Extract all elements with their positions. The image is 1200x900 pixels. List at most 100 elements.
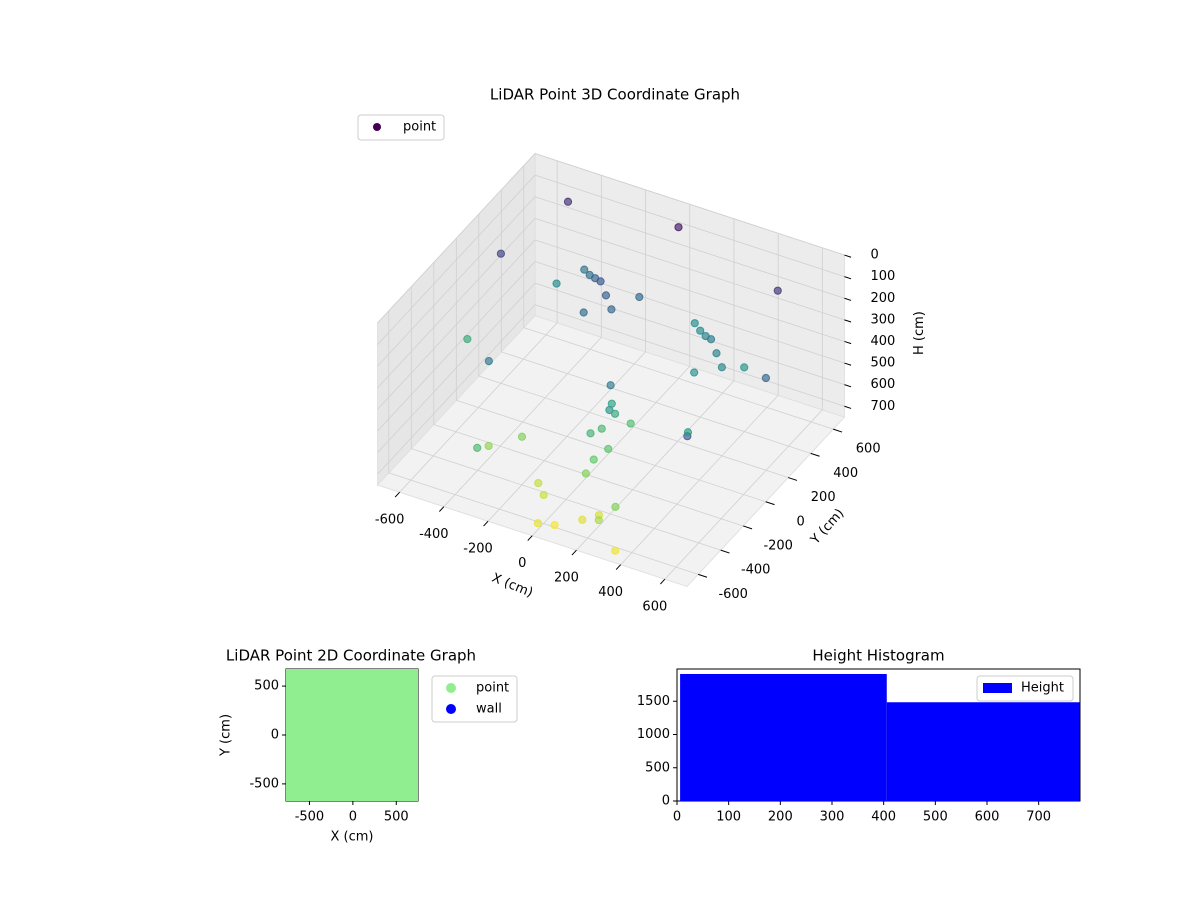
- point: [597, 424, 606, 433]
- y-tick-label: 1500: [637, 694, 670, 709]
- grid-line: [534, 261, 845, 364]
- point: [696, 326, 705, 335]
- tick-mark: [844, 276, 852, 280]
- x-tick-label: 0: [518, 556, 526, 571]
- axes-2d: -500 0 500 -500 0 500 X (cm) Y (cm): [219, 668, 419, 845]
- point: [579, 308, 588, 317]
- legend-label: Height: [1021, 681, 1064, 696]
- point: [717, 363, 727, 372]
- grid-line: [377, 174, 536, 345]
- y-tick-label: -500: [249, 776, 279, 791]
- tick-mark: [698, 573, 708, 578]
- tick-mark: [844, 319, 852, 323]
- x-tick-label: 0: [673, 810, 681, 825]
- grid-line: [534, 217, 845, 321]
- grid-line: [377, 196, 536, 367]
- point: [463, 334, 472, 344]
- z-tick-label: 100: [870, 269, 895, 284]
- x-tick-label: 200: [768, 810, 793, 825]
- tick-mark: [844, 405, 852, 409]
- grid-line: [377, 282, 536, 453]
- y-tick-label: 500: [645, 760, 670, 775]
- point: [611, 546, 620, 555]
- grid-line: [534, 153, 845, 256]
- x-tick-label: 100: [716, 810, 741, 825]
- point: [626, 419, 635, 428]
- point: [606, 381, 615, 390]
- tick-mark: [394, 491, 401, 498]
- tick-mark: [788, 477, 798, 481]
- z-tick-label: 0: [870, 248, 878, 263]
- bars: [680, 673, 1080, 801]
- point: [580, 265, 589, 274]
- x-tick-label: 600: [642, 600, 667, 615]
- point: [604, 444, 613, 454]
- grid-line: [377, 239, 536, 410]
- legend-box: [357, 114, 445, 141]
- y-tick-label: 0: [797, 514, 805, 529]
- point: [607, 399, 616, 408]
- legend-label: wall: [476, 702, 502, 717]
- grid-line: [478, 375, 789, 478]
- point: [496, 249, 505, 258]
- point: [594, 516, 603, 525]
- grid-line: [377, 304, 536, 475]
- tick-mark: [527, 535, 533, 541]
- point: [635, 292, 644, 302]
- y-tick-label: 1000: [637, 727, 670, 742]
- grid-line: [377, 261, 536, 432]
- point: [484, 441, 493, 451]
- tick-mark: [743, 525, 753, 530]
- x-tick-label: 400: [598, 585, 623, 600]
- z-tick-label: 200: [870, 291, 895, 306]
- point: [533, 519, 542, 528]
- tick-mark: [844, 384, 852, 388]
- grid-line: [534, 304, 845, 407]
- z-tick-label: 500: [870, 356, 895, 371]
- legend-marker: [446, 704, 456, 714]
- x-tick-label: -500: [295, 810, 325, 825]
- grid-line: [534, 174, 845, 278]
- legend-label: point: [403, 120, 436, 135]
- point: [610, 409, 620, 418]
- point: [611, 502, 620, 511]
- legend: Height: [976, 675, 1074, 702]
- grid-line: [534, 282, 845, 386]
- x-tick-label: -600: [375, 513, 405, 528]
- grid-line: [523, 327, 834, 430]
- point: [484, 357, 493, 366]
- y-tick-label: -200: [763, 538, 793, 553]
- point: [586, 429, 595, 438]
- x-tick-label: -200: [463, 542, 493, 557]
- tick-mark: [720, 549, 730, 554]
- point: [585, 270, 594, 280]
- points-2d: [286, 669, 418, 801]
- tick-mark: [483, 520, 489, 527]
- tick-mark: [844, 297, 852, 301]
- grid-line: [388, 472, 699, 575]
- tick-mark: [844, 254, 852, 258]
- tick-mark: [844, 362, 852, 366]
- z-tick-label: 300: [870, 312, 895, 327]
- tick-mark: [659, 578, 666, 585]
- point: [392, 669, 418, 694]
- z-tick-label: 600: [870, 377, 895, 392]
- x-tick-label: 300: [820, 810, 845, 825]
- bar: [680, 673, 887, 801]
- y-tick-label: 400: [833, 466, 858, 481]
- bar: [886, 702, 1080, 801]
- x-tick-label: 500: [384, 810, 409, 825]
- point: [701, 331, 710, 341]
- z-tick-label: 400: [870, 334, 895, 349]
- legend-marker: [983, 683, 1012, 693]
- point: [581, 469, 590, 478]
- x-tick-label: 600: [975, 810, 1000, 825]
- grid-line: [534, 239, 845, 342]
- chart-title: Height Histogram: [812, 647, 944, 665]
- tick-mark: [833, 428, 843, 433]
- point: [539, 490, 548, 500]
- point: [563, 197, 573, 206]
- tick-mark: [844, 340, 852, 345]
- grid-line: [411, 448, 721, 551]
